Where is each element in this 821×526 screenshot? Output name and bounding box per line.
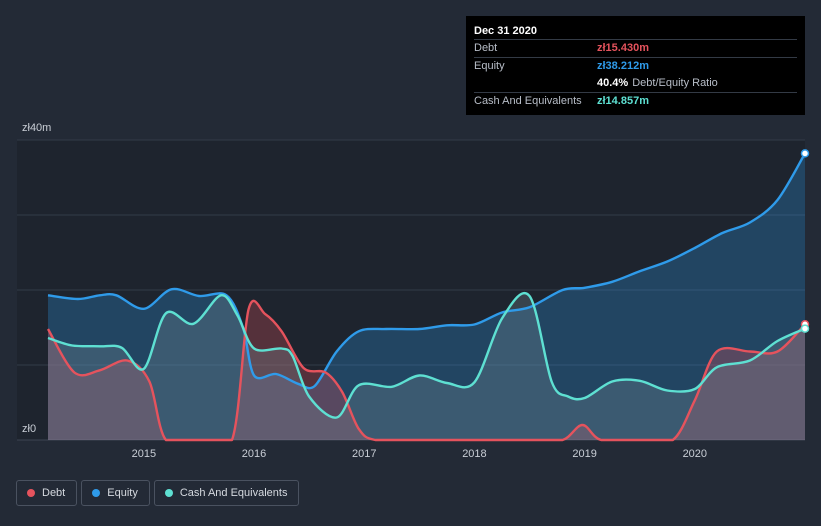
series-lines (46, 152, 807, 442)
y-tick-label: zł40m (22, 122, 51, 134)
tooltip-debt-label: Debt (474, 42, 498, 54)
legend-cash[interactable]: Cash And Equivalents (153, 480, 300, 506)
equity-area (48, 153, 805, 440)
series-endpoints (800, 149, 810, 333)
tooltip-row-cash: Cash And Equivalents zł14.857m (474, 92, 797, 110)
x-tick-label: 2015 (132, 448, 156, 460)
x-tick-label: 2016 (242, 448, 266, 460)
y-tick-label: zł0 (22, 423, 36, 435)
tooltip-equity-label: Equity (474, 60, 505, 72)
tooltip-row-equity: Equity zł38.212m (474, 57, 797, 75)
tooltip-equity-value: zł38.212m (597, 60, 649, 72)
x-tick-label: 2017 (352, 448, 376, 460)
tooltip-debt-value: zł15.430m (597, 42, 649, 54)
equity-line (47, 152, 807, 390)
cash-and-equivalents-line (47, 292, 806, 419)
x-tick-label: 2018 (462, 448, 486, 460)
legend-debt-dot (27, 489, 35, 497)
legend-debt-label: Debt (42, 487, 66, 499)
legend-debt[interactable]: Debt (16, 480, 78, 506)
cash-and-equivalents-endpoint (800, 324, 810, 333)
tooltip-date: Dec 31 2020 (474, 25, 537, 37)
tooltip-row-ratio: 40.4% Debt/Equity Ratio (474, 75, 797, 92)
tooltip-ratio-label (474, 75, 597, 92)
debt-area (48, 300, 805, 440)
tooltip-cash-value: zł14.857m (597, 95, 649, 107)
equity-endpoint (800, 149, 810, 158)
tooltip-ratio-caption: Debt/Equity Ratio (632, 77, 718, 89)
legend-cash-label: Cash And Equivalents (179, 487, 288, 499)
tooltip-ratio-value: 40.4% (597, 77, 629, 89)
chart-legend: Debt Equity Cash And Equivalents (16, 480, 300, 506)
axis-ticks: zł40m zł0 2015 2016 2017 2018 2019 2020 (22, 122, 707, 460)
legend-cash-dot (164, 489, 173, 497)
x-tick-label: 2020 (683, 448, 707, 460)
tooltip-cash-label: Cash And Equivalents (474, 95, 582, 107)
legend-equity-dot (92, 489, 101, 497)
tooltip-panel: Dec 31 2020 Debt zł15.430m Equity zł38.2… (466, 16, 805, 115)
x-tick-label: 2019 (572, 448, 596, 460)
debt-line (46, 299, 806, 442)
legend-equity-label: Equity (107, 487, 138, 499)
tooltip-row-debt: Debt zł15.430m (474, 39, 797, 57)
legend-equity[interactable]: Equity (81, 480, 150, 506)
